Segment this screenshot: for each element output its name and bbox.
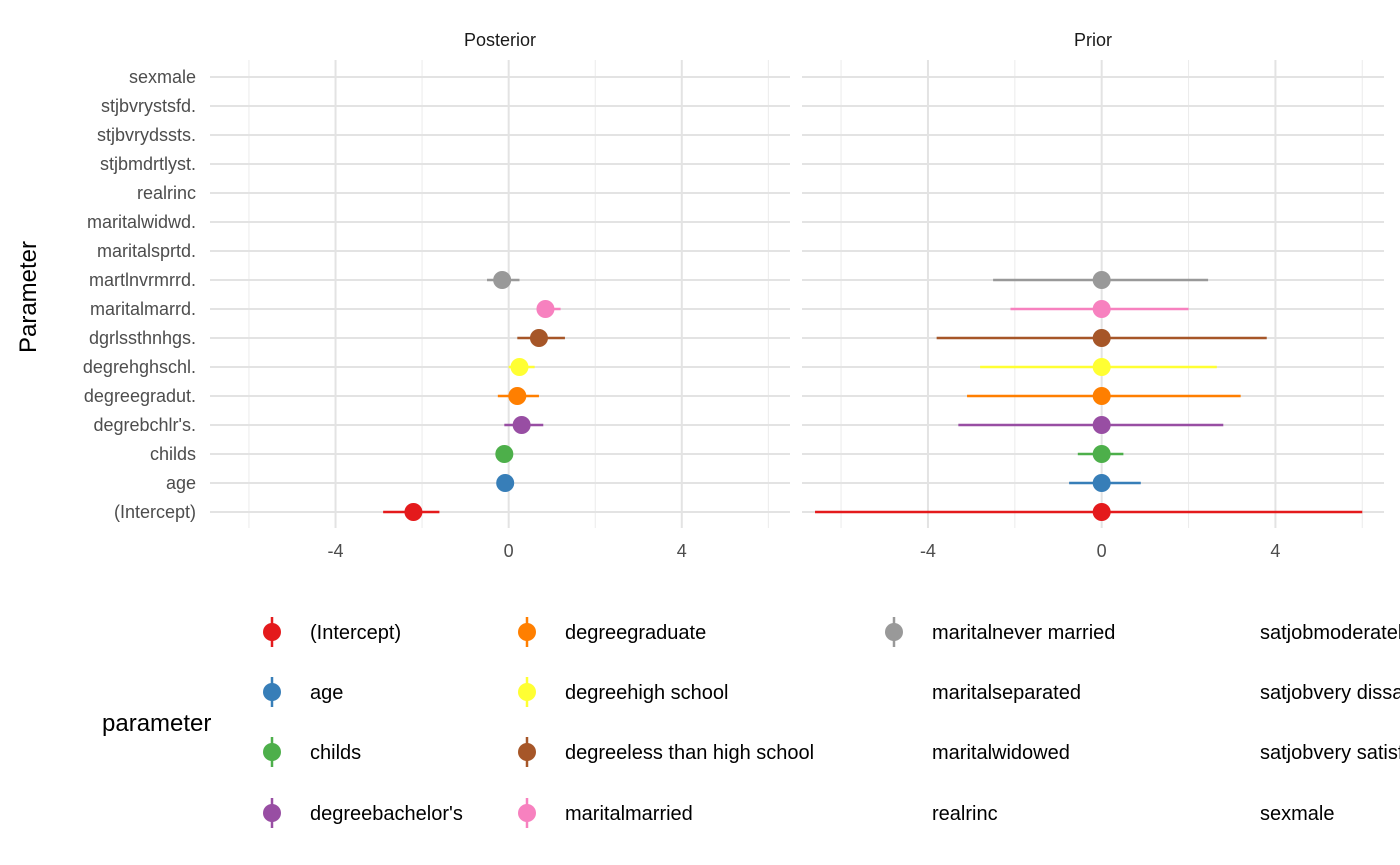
legend-item: satjobmoderately: [1260, 622, 1400, 644]
legend-label: maritalwidowed: [932, 742, 1070, 764]
estimate-point: [512, 416, 531, 434]
legend-key-point: [263, 743, 281, 761]
panels-layer: Posterior -4 0 4 Prior -4 0 4: [210, 30, 1384, 561]
legend-label: maritalnever married: [932, 622, 1115, 644]
estimate-point: [1092, 445, 1111, 463]
legend-item: maritalwidowed: [932, 742, 1070, 764]
legend-label: age: [310, 682, 343, 704]
x-tick-label: 0: [1097, 541, 1107, 561]
legend-key-point: [518, 804, 536, 822]
estimate-point: [495, 445, 514, 463]
estimate-point: [510, 358, 529, 376]
legend-label: satjobvery satisfie: [1260, 742, 1400, 764]
legend-label: sexmale: [1260, 803, 1334, 825]
legend-item: satjobvery satisfie: [1260, 742, 1400, 764]
legend-item: degreegraduate: [518, 617, 706, 647]
panel-prior: Prior -4 0 4: [802, 30, 1384, 561]
legend-label: maritalseparated: [932, 682, 1081, 704]
y-tick-label: maritalsprtd.: [97, 241, 196, 261]
legend-key-point: [263, 623, 281, 641]
y-tick-label: stjbmdrtlyst.: [100, 154, 196, 174]
legend-item: age: [263, 677, 343, 707]
legend-item: maritalnever married: [885, 617, 1115, 647]
y-tick-label: (Intercept): [114, 502, 196, 522]
estimate-point: [496, 474, 515, 492]
legend-label: satjobmoderately: [1260, 622, 1400, 644]
estimate-point: [1092, 474, 1111, 492]
legend-item: satjobvery dissati: [1260, 682, 1400, 704]
y-axis-title: Parameter: [15, 241, 42, 353]
y-tick-label: degrebchlr's.: [94, 415, 197, 435]
legend-item: degreehigh school: [518, 677, 728, 707]
estimate-point: [1092, 416, 1111, 434]
panel-posterior: Posterior -4 0 4: [210, 30, 790, 561]
y-tick-label: degreegradut.: [84, 386, 196, 406]
legend-label: satjobvery dissati: [1260, 682, 1400, 704]
y-tick-label: martlnvrmrrd.: [89, 270, 196, 290]
estimate-point: [536, 300, 555, 318]
x-tick-label: 4: [677, 541, 687, 561]
legend-key-point: [885, 623, 903, 641]
legend-item: (Intercept): [263, 617, 401, 647]
legend-item: realrinc: [932, 803, 998, 825]
x-tick-label: 0: [504, 541, 514, 561]
x-tick-label: 4: [1270, 541, 1280, 561]
legend-key-point: [518, 623, 536, 641]
panel-title: Prior: [1074, 30, 1112, 50]
legend-title: parameter: [102, 710, 211, 737]
legend-key-point: [263, 683, 281, 701]
estimate-point: [1092, 387, 1111, 405]
y-tick-label: age: [166, 473, 196, 493]
y-tick-label: dgrlssthnhgs.: [89, 328, 196, 348]
legend-key-point: [518, 743, 536, 761]
x-tick-label: -4: [328, 541, 344, 561]
y-tick-label: stjbvrystsfd.: [101, 96, 196, 116]
legend-item: maritalseparated: [932, 682, 1081, 704]
legend-item: degreeless than high school: [518, 737, 814, 767]
estimate-point: [1092, 300, 1111, 318]
legend-label: (Intercept): [310, 622, 401, 644]
estimate-point: [493, 271, 512, 289]
y-tick-label: degrehghschl.: [83, 357, 196, 377]
y-tick-label: maritalwidwd.: [87, 212, 196, 232]
legend-label: degreebachelor's: [310, 803, 463, 825]
y-tick-label: maritalmarrd.: [90, 299, 196, 319]
y-tick-label: realrinc: [137, 183, 196, 203]
y-tick-label: sexmale: [129, 67, 196, 87]
estimate-point: [1092, 358, 1111, 376]
y-axis: (Intercept) age childs degrebchlr's. degreeg…: [83, 67, 196, 522]
legend-item: maritalmarried: [518, 798, 693, 828]
y-tick-label: childs: [150, 444, 196, 464]
legend: parameter (Intercept) age childs degreebach…: [102, 617, 1400, 828]
legend-item: sexmale: [1260, 803, 1334, 825]
legend-item: childs: [263, 737, 361, 767]
estimate-point: [1092, 329, 1111, 347]
estimate-point: [1092, 503, 1111, 521]
panel-title: Posterior: [464, 30, 536, 50]
y-tick-label: stjbvrydssts.: [97, 125, 196, 145]
estimate-point: [508, 387, 527, 405]
legend-label: childs: [310, 742, 361, 764]
x-tick-label: -4: [920, 541, 936, 561]
legend-item: degreebachelor's: [263, 798, 463, 828]
estimate-point: [1092, 271, 1111, 289]
estimate-point: [404, 503, 423, 521]
estimate-point: [529, 329, 548, 347]
legend-label: maritalmarried: [565, 803, 693, 825]
legend-label: realrinc: [932, 803, 998, 825]
legend-label: degreehigh school: [565, 682, 728, 704]
legend-label: degreegraduate: [565, 622, 706, 644]
legend-label: degreeless than high school: [565, 742, 814, 764]
legend-key-point: [518, 683, 536, 701]
legend-key-point: [263, 804, 281, 822]
